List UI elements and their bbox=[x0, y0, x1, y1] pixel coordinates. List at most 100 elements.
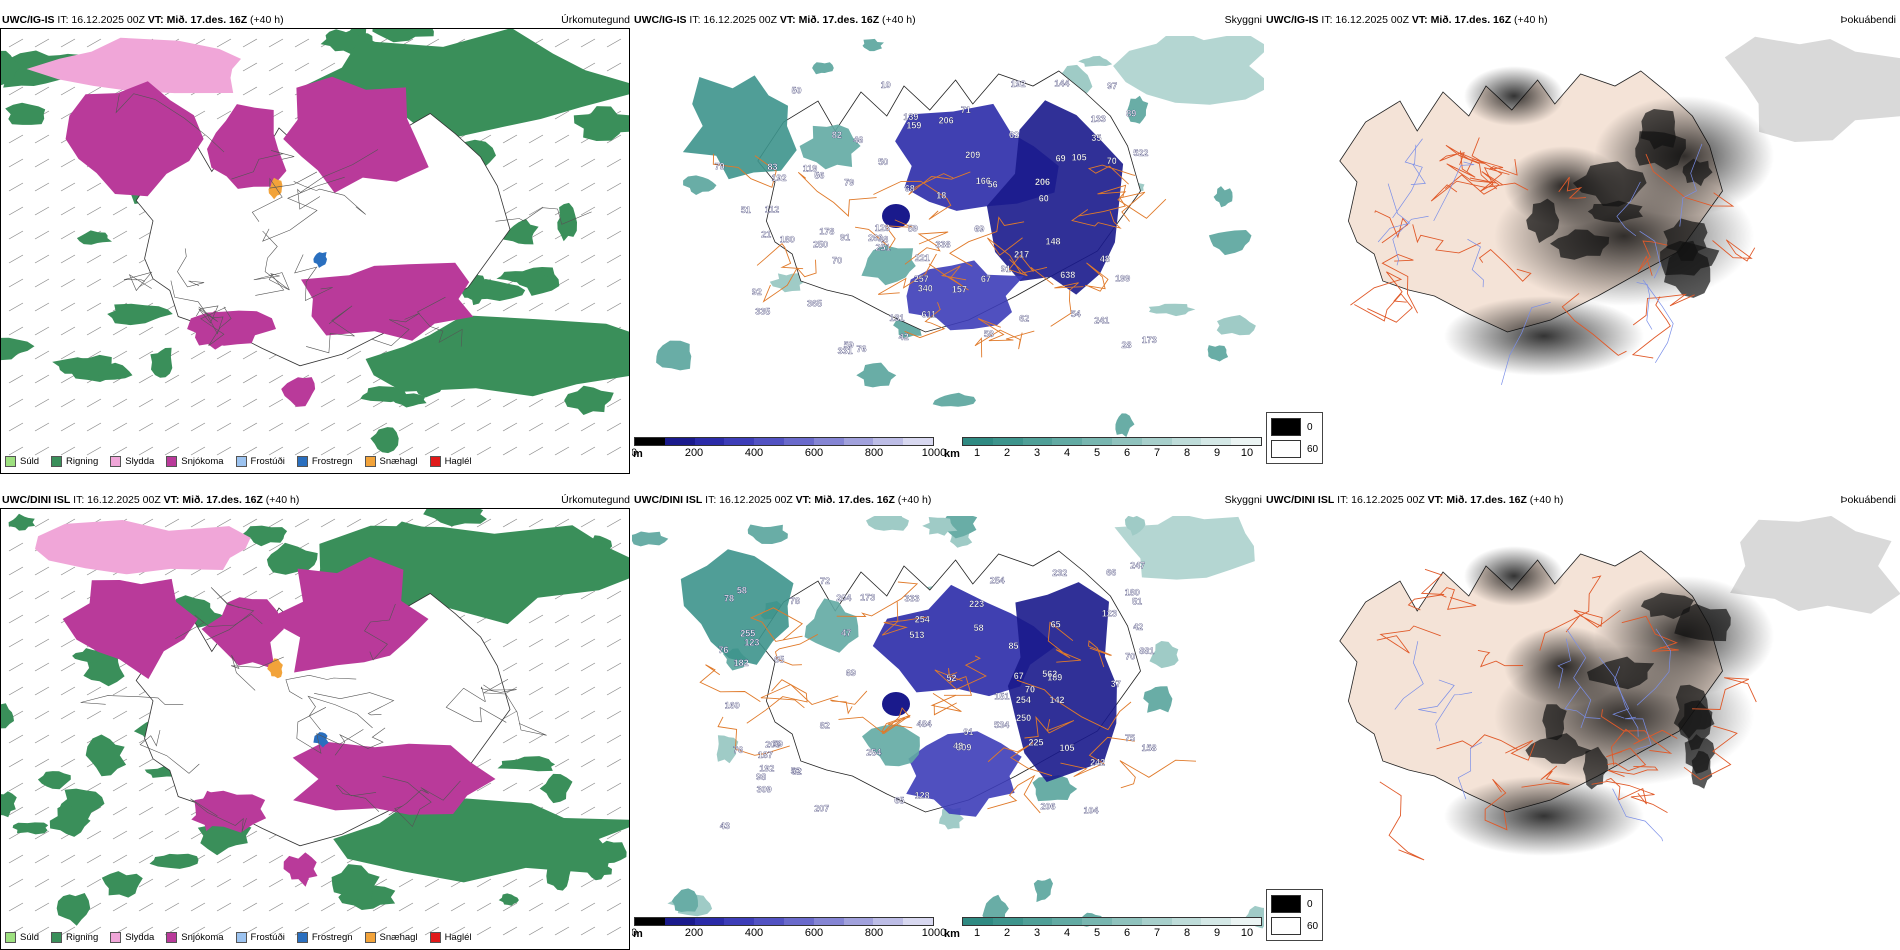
rain-area bbox=[101, 871, 143, 898]
cloud-base-label: 104 bbox=[1084, 805, 1099, 815]
road bbox=[177, 248, 205, 288]
rain-area bbox=[241, 525, 288, 547]
freezing-rain-area bbox=[313, 252, 327, 268]
road bbox=[200, 306, 232, 347]
wind-barb bbox=[164, 830, 180, 840]
road bbox=[80, 695, 184, 706]
wind-barb bbox=[606, 446, 622, 456]
wind-barb bbox=[216, 350, 232, 360]
wind-barb bbox=[8, 614, 24, 624]
wind-barb bbox=[476, 302, 492, 312]
wind-barb bbox=[554, 182, 570, 192]
wind-barb bbox=[242, 422, 258, 432]
wind-barb bbox=[528, 782, 544, 792]
wind-barb bbox=[86, 302, 102, 312]
wind-barb bbox=[112, 734, 128, 744]
wind-barb bbox=[60, 638, 76, 648]
cloud-base-label: 199 bbox=[1115, 273, 1130, 283]
cloud-base-label: 254 bbox=[866, 747, 881, 757]
cloud-area bbox=[872, 584, 1057, 697]
river bbox=[1564, 686, 1601, 719]
road bbox=[1085, 262, 1109, 292]
road bbox=[294, 254, 333, 301]
init-time: IT: 16.12.2025 00Z bbox=[1321, 14, 1409, 26]
road bbox=[774, 634, 819, 666]
wind-barb bbox=[580, 302, 596, 312]
cloud-base-label: 207 bbox=[814, 804, 829, 814]
wind-barb bbox=[60, 398, 76, 408]
rain-area bbox=[360, 386, 407, 403]
road bbox=[495, 207, 592, 225]
road bbox=[1071, 209, 1122, 229]
wind-barb bbox=[346, 446, 362, 456]
colorbar-tick: 200 bbox=[684, 447, 704, 459]
wind-barb bbox=[112, 446, 128, 456]
wind-barb bbox=[242, 38, 258, 48]
panel-title: Úrkomutegund bbox=[561, 494, 630, 506]
road bbox=[873, 180, 952, 220]
colorbar-segment bbox=[1171, 438, 1202, 445]
cloud-base-label: 50 bbox=[792, 85, 802, 95]
wind-barb bbox=[606, 278, 622, 288]
wind-barb bbox=[502, 182, 518, 192]
valid-time: Mið. 17.des. 16Z bbox=[182, 494, 263, 506]
colorbar-segment bbox=[694, 918, 725, 925]
init-time: IT: 16.12.2025 00Z bbox=[689, 14, 777, 26]
road bbox=[206, 587, 255, 641]
cloud-base-label: 128 bbox=[915, 791, 930, 801]
visibility-area bbox=[1114, 516, 1255, 580]
wind-barb bbox=[320, 446, 336, 456]
wind-barb bbox=[294, 902, 310, 912]
legend-label: Slydda bbox=[125, 456, 155, 467]
fog-area bbox=[1504, 626, 1624, 706]
rain-area bbox=[12, 822, 49, 835]
wind-barb bbox=[34, 710, 50, 720]
road bbox=[175, 613, 263, 640]
wind-barb bbox=[60, 446, 76, 456]
colorbar-segment bbox=[1141, 438, 1172, 445]
wind-barb bbox=[606, 710, 622, 720]
road bbox=[974, 329, 1023, 358]
cloud-base-label: 48 bbox=[953, 741, 963, 751]
cloud-base-label: 173 bbox=[1142, 335, 1157, 345]
wind-barb bbox=[606, 782, 622, 792]
cloud-base-label: 91 bbox=[964, 727, 974, 737]
wind-barb bbox=[268, 374, 284, 384]
snow-areas bbox=[65, 76, 474, 407]
valid-time: Mið. 17.des. 16Z bbox=[1430, 14, 1512, 26]
colorbar-segment bbox=[754, 918, 784, 925]
wind-barb bbox=[294, 446, 310, 456]
height-colorbar: 0 200 400 600 800 1000 m bbox=[632, 437, 946, 460]
legend-swatch bbox=[429, 932, 441, 943]
wind-barb bbox=[60, 566, 76, 576]
wind-barb bbox=[112, 230, 128, 240]
cloud-base-label: 82 bbox=[820, 720, 830, 730]
colorbar-tick: 10 bbox=[1240, 927, 1254, 939]
road bbox=[712, 153, 777, 188]
road bbox=[877, 253, 937, 295]
legend-swatch bbox=[166, 932, 178, 943]
wind-barb bbox=[34, 854, 50, 864]
wind-barb bbox=[86, 278, 102, 288]
wind-barb bbox=[34, 638, 50, 648]
road bbox=[314, 692, 395, 716]
wind-barb bbox=[554, 302, 570, 312]
wind-barb bbox=[190, 446, 206, 456]
cloud-base-label: 43 bbox=[720, 821, 730, 831]
cloud-base-label: 338 bbox=[936, 239, 951, 249]
wind-barb bbox=[346, 926, 362, 936]
wind-barb bbox=[34, 806, 50, 816]
cloud-area bbox=[861, 245, 916, 286]
legend-label: Snjókoma bbox=[181, 456, 224, 467]
road bbox=[445, 687, 507, 723]
cloud-base-label: 48 bbox=[878, 235, 888, 245]
wind-barb bbox=[606, 182, 622, 192]
wind-barb bbox=[476, 758, 492, 768]
wind-barb bbox=[242, 62, 258, 72]
legend-swatch bbox=[5, 456, 16, 467]
legend-label: Frostregn bbox=[311, 456, 353, 467]
wind-barb bbox=[580, 182, 596, 192]
wind-barb bbox=[164, 326, 180, 336]
cloud-base-label: 69 bbox=[974, 224, 984, 234]
river bbox=[1457, 742, 1482, 800]
